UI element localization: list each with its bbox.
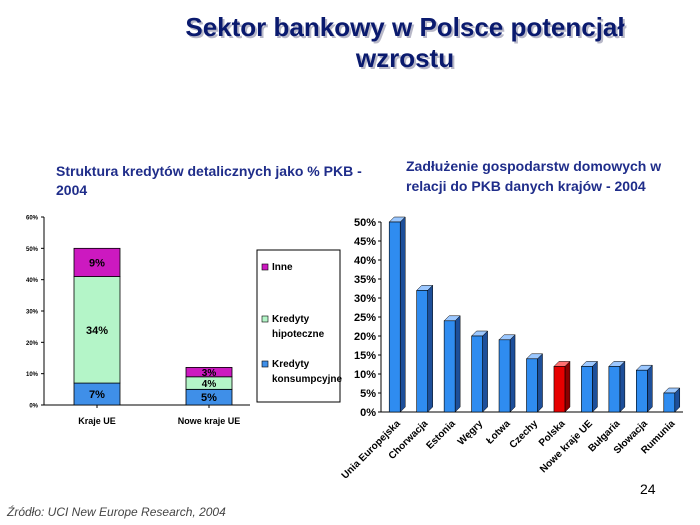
- bar-side: [509, 334, 516, 413]
- y-tick-label: 50%: [354, 217, 376, 229]
- y-tick-label: 40%: [354, 255, 376, 267]
- bar-segment: [73, 276, 121, 384]
- y-tick-label: 5%: [360, 388, 376, 400]
- x-tick-label: Estonia: [424, 418, 458, 452]
- bar-side: [647, 364, 653, 413]
- legend-box: [256, 249, 341, 403]
- x-tick-label: Węgry: [456, 418, 486, 448]
- data-label: 9%: [89, 257, 105, 269]
- bar-side: [427, 284, 433, 413]
- y-tick-label: 40%: [26, 278, 39, 284]
- y-tick-label: 35%: [354, 274, 376, 286]
- y-tick-label: 15%: [354, 350, 376, 362]
- legend-swatch: [261, 315, 269, 323]
- bar-side: [619, 360, 626, 413]
- y-tick-label: 10%: [26, 372, 39, 378]
- legend-label: Inne: [272, 262, 293, 273]
- bar: [553, 366, 566, 413]
- slide-title: Sektor bankowy w Polsce potencjał wzrost…: [185, 12, 625, 73]
- bar: [636, 369, 648, 413]
- bar: [388, 221, 401, 413]
- data-label: 7%: [89, 389, 105, 401]
- y-tick-label: 50%: [26, 247, 39, 253]
- y-tick-label: 30%: [26, 310, 39, 316]
- bar: [443, 320, 456, 413]
- y-tick-label: 10%: [354, 369, 376, 381]
- bar-side: [454, 315, 461, 413]
- bar: [526, 358, 538, 413]
- bar: [608, 366, 621, 413]
- x-tick-label: Nowe kraje UE: [178, 416, 241, 426]
- data-label: 5%: [201, 392, 217, 404]
- bar-side: [482, 330, 488, 413]
- x-tick-label: Czechy: [508, 418, 541, 451]
- legend-swatch: [261, 263, 269, 271]
- bar: [471, 335, 483, 413]
- data-label: 4%: [202, 379, 217, 390]
- bar: [416, 290, 428, 413]
- legend-label: Kredyty konsumpcyjne: [272, 359, 342, 385]
- left-chart-title: Struktura kredytów detalicznych jako % P…: [56, 163, 362, 198]
- source-note: Źródło: UCI New Europe Research, 2004: [7, 505, 226, 519]
- bar: [498, 339, 511, 413]
- page-number: 24: [640, 481, 656, 497]
- bar: [581, 366, 593, 413]
- bar-side: [537, 353, 543, 413]
- bar: [663, 392, 676, 413]
- y-tick-label: 60%: [26, 216, 39, 222]
- y-tick-label: 25%: [354, 312, 376, 324]
- bar-segment: [73, 247, 121, 277]
- bar-segment: [185, 366, 233, 378]
- x-tick-label: Kraje UE: [78, 416, 116, 426]
- y-tick-label: 0%: [29, 404, 38, 410]
- legend-label: Kredyty hipoteczne: [272, 314, 325, 340]
- data-label: 34%: [86, 325, 108, 337]
- legend-swatch: [261, 360, 269, 368]
- bar-side: [592, 360, 598, 413]
- y-tick-label: 45%: [354, 236, 376, 248]
- data-label: 3%: [202, 368, 217, 379]
- bar-side: [564, 360, 571, 413]
- y-tick-label: 30%: [354, 293, 376, 305]
- y-tick-label: 0%: [360, 407, 376, 419]
- right-chart-title: Zadłużenie gospodarstw domowych w relacj…: [406, 158, 662, 194]
- y-tick-label: 20%: [26, 341, 39, 347]
- bar-side: [399, 216, 406, 413]
- y-tick-label: 20%: [354, 331, 376, 343]
